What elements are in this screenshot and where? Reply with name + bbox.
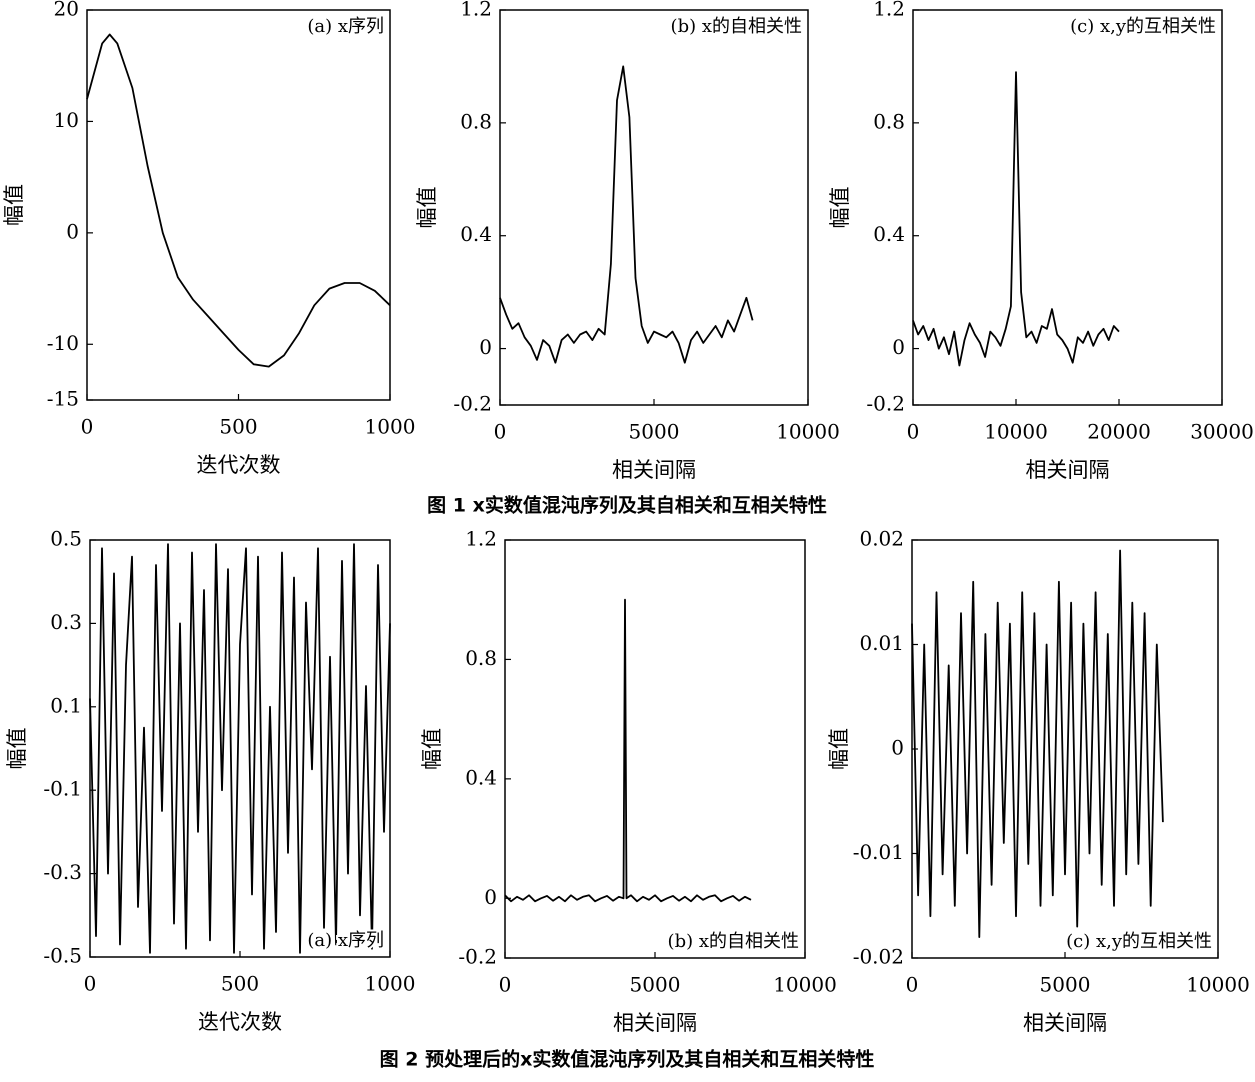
y-axis-label: 幅值	[2, 184, 26, 226]
data-line	[911, 549, 1164, 938]
y-tick-label: 1.2	[465, 527, 497, 551]
x-axis-label: 相关间隔	[1023, 1011, 1107, 1035]
y-tick-label: -0.2	[453, 392, 492, 416]
y-tick-label: -0.2	[458, 945, 497, 969]
annotation: (a) x序列	[307, 930, 384, 951]
plot-frame	[86, 9, 391, 401]
x-tick-label: 5000	[630, 973, 681, 997]
y-tick-label: 0.02	[859, 527, 904, 551]
x-tick-label: 10000	[1186, 973, 1250, 997]
y-tick-label: 0.4	[873, 222, 905, 246]
y-tick-label: 0.5	[50, 527, 82, 551]
y-tick-label: 20	[54, 0, 79, 21]
y-tick-label: 0	[891, 736, 904, 760]
y-axis-label: 幅值	[420, 728, 444, 770]
y-tick-label: 0	[66, 219, 79, 243]
caption: 图 1 x实数值混沌序列及其自相关和互相关特性	[427, 494, 827, 517]
y-tick-label: 0	[484, 885, 497, 909]
x-tick-label: 0	[907, 420, 920, 444]
y-tick-label: 1.2	[460, 0, 492, 21]
x-tick-label: 10000	[776, 420, 840, 444]
caption: 图 2 预处理后的x实数值混沌序列及其自相关和互相关特性	[380, 1048, 875, 1071]
y-tick-label: 0.01	[859, 631, 904, 655]
annotation: (c) x,y的互相关性	[1066, 931, 1212, 952]
y-tick-label: 0.8	[873, 109, 905, 133]
annotation: (c) x,y的互相关性	[1070, 16, 1216, 37]
y-tick-label: -0.3	[43, 860, 82, 884]
data-line	[89, 543, 391, 954]
x-tick-label: 0	[499, 973, 512, 997]
x-axis-label: 迭代次数	[197, 453, 281, 477]
x-tick-label: 1000	[365, 972, 416, 996]
x-tick-label: 500	[221, 972, 259, 996]
y-tick-label: 0.8	[460, 109, 492, 133]
x-tick-label: 30000	[1190, 420, 1254, 444]
y-tick-label: 0.1	[50, 693, 82, 717]
annotation: (b) x的自相关性	[671, 16, 802, 37]
data-line	[86, 33, 391, 368]
x-tick-label: 0	[906, 973, 919, 997]
x-tick-label: 5000	[629, 420, 680, 444]
x-axis-label: 相关间隔	[613, 1011, 697, 1035]
x-tick-label: 20000	[1087, 420, 1151, 444]
annotation: (a) x序列	[307, 16, 384, 37]
y-tick-label: 0.8	[465, 646, 497, 670]
y-tick-label: 0	[892, 335, 905, 359]
x-axis-label: 迭代次数	[198, 1010, 282, 1034]
y-axis-label: 幅值	[5, 728, 29, 770]
x-tick-label: 5000	[1040, 973, 1091, 997]
x-axis-label: 相关间隔	[612, 458, 696, 482]
y-tick-label: 10	[54, 108, 79, 132]
y-axis-label: 幅值	[415, 187, 439, 229]
data-line	[499, 65, 754, 364]
y-tick-label: -0.1	[43, 777, 82, 801]
data-line	[504, 598, 752, 903]
y-tick-label: 0.4	[460, 222, 492, 246]
x-tick-label: 500	[219, 415, 257, 439]
x-axis-label: 相关间隔	[1026, 458, 1110, 482]
y-tick-label: -0.02	[853, 945, 904, 969]
y-axis-label: 幅值	[828, 187, 852, 229]
y-tick-label: -0.2	[866, 392, 905, 416]
y-tick-label: 0	[479, 335, 492, 359]
y-tick-label: -0.01	[853, 840, 904, 864]
x-tick-label: 0	[84, 972, 97, 996]
y-tick-label: -15	[47, 387, 79, 411]
annotation: (b) x的自相关性	[668, 931, 799, 952]
x-tick-label: 0	[494, 420, 507, 444]
y-tick-label: 1.2	[873, 0, 905, 21]
y-tick-label: -10	[47, 331, 79, 355]
plot-frame	[499, 9, 809, 406]
y-axis-label: 幅值	[827, 728, 851, 770]
x-tick-label: 1000	[365, 415, 416, 439]
y-tick-label: 0.3	[50, 610, 82, 634]
x-tick-label: 0	[81, 415, 94, 439]
plot-frame	[912, 9, 1223, 406]
x-tick-label: 10000	[984, 420, 1048, 444]
y-tick-label: -0.5	[43, 944, 82, 968]
data-line	[912, 71, 1120, 367]
y-tick-label: 0.4	[465, 765, 497, 789]
x-tick-label: 10000	[773, 973, 837, 997]
